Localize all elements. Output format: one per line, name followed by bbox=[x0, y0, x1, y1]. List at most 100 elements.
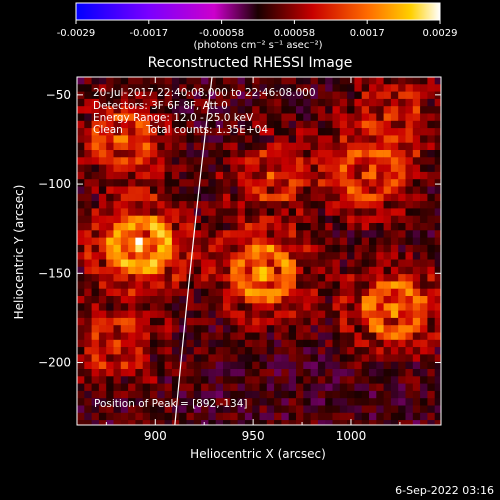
heatmap-cell bbox=[171, 266, 180, 275]
heatmap-cell bbox=[383, 412, 392, 421]
heatmap-cell bbox=[347, 266, 355, 275]
heatmap-cell bbox=[332, 157, 341, 165]
heatmap-cell bbox=[244, 288, 253, 297]
heatmap-cell bbox=[281, 252, 289, 260]
heatmap-cell bbox=[244, 215, 253, 224]
y-tick-label: −100 bbox=[38, 177, 71, 191]
heatmap-cell bbox=[281, 383, 289, 392]
heatmap-cell bbox=[230, 237, 238, 246]
colorbar-tick-label: -0.0029 bbox=[57, 28, 96, 39]
heatmap-cell bbox=[412, 244, 421, 253]
heatmap-cell bbox=[281, 325, 289, 333]
heatmap-cell bbox=[237, 179, 246, 187]
heatmap-cell bbox=[303, 150, 311, 158]
heatmap-cell bbox=[317, 84, 326, 92]
heatmap-cell bbox=[208, 186, 216, 195]
heatmap-cell bbox=[157, 237, 165, 246]
heatmap-cell bbox=[412, 84, 421, 92]
heatmap-cell bbox=[303, 398, 311, 406]
heatmap-cell bbox=[281, 412, 289, 421]
heatmap-cell bbox=[427, 405, 435, 414]
heatmap-cell bbox=[201, 310, 209, 319]
heatmap-cell bbox=[244, 230, 253, 238]
heatmap-cell bbox=[383, 376, 392, 384]
heatmap-cell bbox=[244, 113, 253, 122]
heatmap-cell bbox=[84, 252, 92, 260]
heatmap-cell bbox=[354, 325, 362, 333]
heatmap-cell bbox=[274, 164, 282, 173]
heatmap-cell bbox=[434, 303, 441, 311]
heatmap-cell bbox=[296, 244, 304, 253]
heatmap-cell bbox=[266, 347, 275, 355]
heatmap-cell bbox=[361, 244, 370, 253]
colorbar-tick-label: 0.0017 bbox=[350, 28, 385, 39]
heatmap-cell bbox=[427, 383, 435, 392]
heatmap-cell bbox=[98, 164, 107, 173]
heatmap-cell bbox=[193, 332, 202, 341]
heatmap-cell bbox=[390, 128, 399, 136]
heatmap-cell bbox=[412, 164, 421, 173]
heatmap-cell bbox=[434, 332, 441, 341]
heatmap-cell bbox=[303, 332, 311, 341]
heatmap-cell bbox=[77, 244, 85, 253]
heatmap-cell bbox=[91, 230, 100, 238]
heatmap-cell bbox=[376, 106, 384, 114]
heatmap-cell bbox=[215, 98, 224, 107]
heatmap-cell bbox=[164, 405, 173, 414]
heatmap-cell bbox=[135, 179, 143, 187]
heatmap-cell bbox=[98, 332, 107, 341]
heatmap-cell bbox=[84, 201, 92, 209]
heatmap-cell bbox=[91, 208, 100, 216]
heatmap-cell bbox=[150, 310, 158, 319]
heatmap-cell bbox=[84, 310, 92, 319]
heatmap-cell bbox=[369, 296, 377, 304]
heatmap-cell bbox=[84, 325, 92, 333]
heatmap-cell bbox=[77, 325, 85, 333]
heatmap-cell bbox=[390, 405, 399, 414]
heatmap-cell bbox=[171, 230, 180, 238]
heatmap-cell bbox=[390, 310, 399, 319]
heatmap-cell bbox=[427, 420, 435, 425]
heatmap-cell bbox=[339, 376, 348, 384]
heatmap-cell bbox=[354, 376, 362, 384]
heatmap-cell bbox=[383, 230, 392, 238]
heatmap-cell bbox=[390, 179, 399, 187]
heatmap-cell bbox=[310, 237, 319, 246]
heatmap-cell bbox=[347, 84, 355, 92]
heatmap-cell bbox=[369, 164, 377, 173]
heatmap-cell bbox=[259, 303, 268, 311]
heatmap-cell bbox=[157, 77, 165, 85]
heatmap-cell bbox=[128, 266, 136, 275]
heatmap-cell bbox=[186, 274, 195, 282]
heatmap-cell bbox=[230, 164, 238, 173]
heatmap-cell bbox=[230, 266, 238, 275]
heatmap-cell bbox=[128, 383, 136, 392]
heatmap-cell bbox=[317, 179, 326, 187]
heatmap-cell bbox=[98, 398, 107, 406]
heatmap-cell bbox=[244, 201, 253, 209]
heatmap-cell bbox=[208, 113, 216, 122]
heatmap-cell bbox=[310, 361, 319, 370]
heatmap-cell bbox=[310, 317, 319, 326]
heatmap-cell bbox=[376, 347, 384, 355]
heatmap-cell bbox=[310, 376, 319, 384]
heatmap-cell bbox=[266, 171, 275, 180]
heatmap-cell bbox=[142, 266, 151, 275]
heatmap-cell bbox=[230, 288, 238, 297]
heatmap-cell bbox=[390, 77, 399, 85]
heatmap-cell bbox=[288, 252, 297, 260]
heatmap-cell bbox=[142, 157, 151, 165]
heatmap-cell bbox=[405, 369, 414, 377]
heatmap-cell bbox=[179, 157, 187, 165]
heatmap-cell bbox=[223, 142, 231, 151]
heatmap-cell bbox=[237, 274, 246, 282]
heatmap-cell bbox=[281, 339, 289, 348]
heatmap-cell bbox=[398, 405, 406, 414]
heatmap-cell bbox=[434, 120, 441, 129]
heatmap-cell bbox=[252, 398, 260, 406]
heatmap-cell bbox=[347, 128, 355, 136]
heatmap-cell bbox=[171, 91, 180, 100]
heatmap-cell bbox=[317, 303, 326, 311]
heatmap-cell bbox=[296, 223, 304, 231]
heatmap-cell bbox=[398, 208, 406, 216]
